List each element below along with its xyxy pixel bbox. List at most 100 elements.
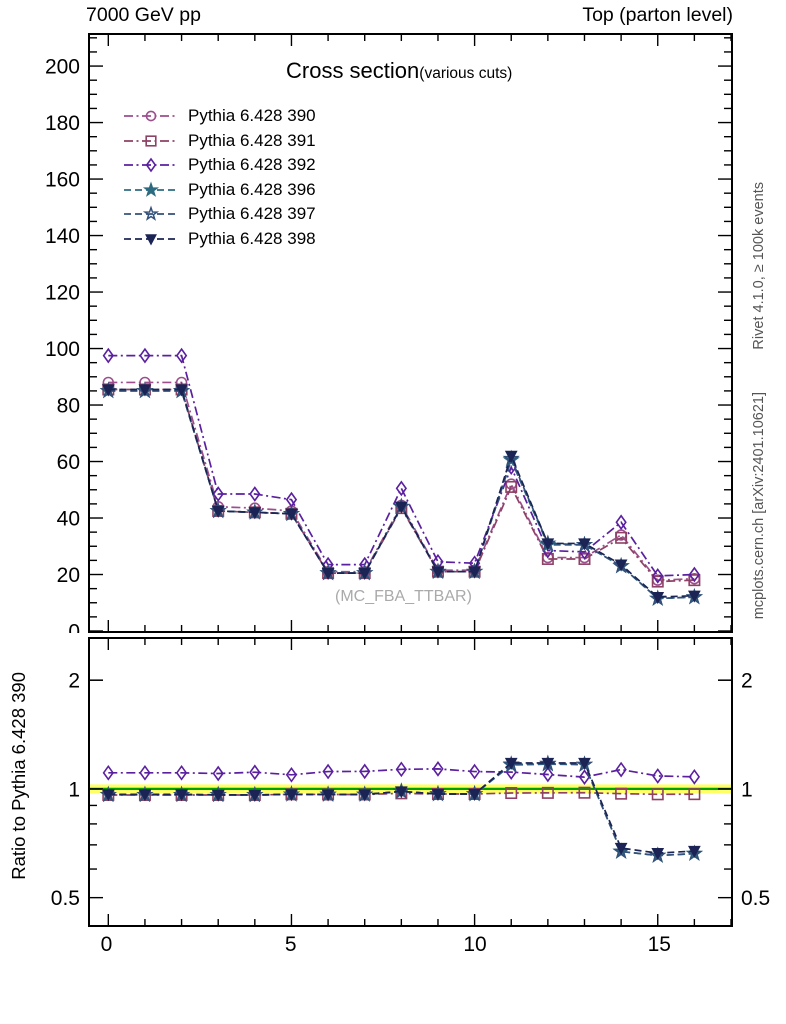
- y-tick-label: 200: [45, 56, 80, 79]
- data-marker: [145, 110, 157, 122]
- data-marker: [394, 786, 408, 799]
- data-marker: [505, 787, 518, 800]
- legend-item-pythia-6-428-391[interactable]: Pythia 6.428 391: [122, 129, 316, 154]
- data-marker: [688, 590, 701, 603]
- beam-energy-label: 7000 GeV pp: [86, 4, 201, 26]
- legend-item-pythia-6-428-396[interactable]: Pythia 6.428 396: [122, 178, 316, 203]
- legend-item-pythia-6-428-397[interactable]: Pythia 6.428 397: [122, 202, 316, 227]
- data-marker: [249, 764, 261, 781]
- data-marker: [688, 566, 701, 583]
- data-marker: [358, 789, 372, 802]
- data-marker: [688, 788, 701, 801]
- data-marker: [395, 761, 408, 778]
- ratio-plot-canvas: [90, 639, 731, 925]
- y-tick-label: 180: [45, 112, 80, 135]
- series-pythia-6-428-398: [101, 384, 701, 605]
- data-marker: [285, 789, 298, 802]
- main-axis-ticks: [90, 35, 731, 631]
- ratio-y-tick-label: 0.5: [51, 887, 80, 910]
- main-plot-canvas: [90, 35, 731, 631]
- data-marker: [359, 763, 371, 780]
- data-marker: [541, 552, 554, 565]
- data-marker: [138, 384, 152, 397]
- data-marker: [615, 514, 627, 531]
- y-tick-label: 80: [57, 395, 80, 418]
- data-marker: [321, 789, 335, 802]
- y-tick-label: 100: [45, 338, 80, 361]
- y-tick-label: 120: [45, 282, 80, 305]
- x-tick-label: 0: [101, 933, 113, 956]
- legend-item-label: Pythia 6.428 398: [188, 228, 316, 248]
- x-axis-labels: 0 5 10 15: [101, 933, 671, 956]
- data-marker: [688, 845, 701, 858]
- data-marker: [212, 765, 224, 782]
- legend-marker-key: [124, 157, 178, 173]
- x-tick-label: 15: [648, 933, 671, 956]
- legend-marker-key: [124, 181, 178, 197]
- data-marker: [175, 764, 188, 781]
- data-marker: [615, 531, 628, 544]
- y-tick-label: 60: [57, 451, 80, 474]
- ratio-y-axis-labels-left: 0.5 1 2: [51, 670, 80, 910]
- data-marker: [651, 591, 665, 605]
- data-marker: [358, 567, 372, 581]
- data-marker: [175, 384, 188, 397]
- ratio-series-pythia-6-428-397: [99, 754, 703, 863]
- main-y-axis-labels: 0 20 40 60 80 100 120 140 160 180 200: [45, 56, 80, 634]
- legend-item-pythia-6-428-392[interactable]: Pythia 6.428 392: [122, 153, 316, 178]
- analysis-label: Top (parton level): [582, 4, 733, 26]
- y-tick-label: 20: [57, 564, 80, 587]
- data-marker: [139, 764, 151, 781]
- data-marker: [145, 135, 157, 147]
- legend-marker-key: [124, 205, 178, 222]
- data-marker: [504, 450, 518, 463]
- data-marker: [432, 761, 444, 777]
- data-marker: [504, 757, 518, 770]
- ratio-y-axis-labels-right: 0.5 1 2: [741, 670, 770, 910]
- data-marker: [394, 501, 408, 514]
- ratio-y-tick-label-right: 2: [741, 670, 753, 693]
- data-marker: [468, 566, 481, 579]
- data-marker: [505, 480, 518, 493]
- data-marker: [102, 347, 114, 364]
- data-marker: [431, 788, 445, 801]
- legend-marker-key: [124, 110, 178, 122]
- ratio-y-tick-label-right: 1: [741, 778, 753, 801]
- ratio-y-tick-label: 1: [68, 778, 80, 801]
- data-marker: [578, 538, 591, 551]
- main-plot-panel: [88, 33, 733, 633]
- data-marker: [142, 205, 160, 222]
- data-marker: [138, 789, 152, 802]
- y-tick-label: 40: [57, 508, 80, 531]
- data-marker: [285, 508, 298, 521]
- data-marker: [614, 559, 628, 572]
- data-marker: [615, 787, 628, 800]
- data-marker: [651, 788, 664, 801]
- data-marker: [578, 552, 591, 565]
- data-marker: [101, 789, 115, 802]
- ratio-y-tick-label-right: 0.5: [741, 887, 770, 910]
- data-marker: [145, 157, 157, 173]
- x-tick-label: 5: [285, 933, 297, 956]
- legend-marker-key: [124, 233, 178, 246]
- data-marker: [541, 786, 554, 799]
- legend-item-label: Pythia 6.428 397: [188, 204, 316, 224]
- rivet-version-caption: Rivet 4.1.0, ≥ 100k events: [751, 182, 767, 350]
- data-marker: [249, 486, 261, 502]
- data-marker: [142, 181, 160, 197]
- y-tick-label: 140: [45, 225, 80, 248]
- mcplots-source-caption: mcplots.cern.ch [arXiv:2401.10621]: [751, 392, 767, 620]
- plot-title-main: Cross section: [286, 58, 420, 83]
- legend-item-pythia-6-428-398[interactable]: Pythia 6.428 398: [122, 227, 316, 252]
- series-pythia-6-428-391: [102, 383, 701, 588]
- data-marker: [431, 566, 445, 579]
- y-tick-label: 0: [68, 621, 80, 634]
- legend-item-label: Pythia 6.428 396: [188, 179, 316, 199]
- ratio-y-tick-label: 2: [68, 670, 80, 693]
- ratio-plot-panel: [88, 637, 733, 927]
- data-marker: [248, 507, 262, 520]
- legend-item-pythia-6-428-390[interactable]: Pythia 6.428 390: [122, 104, 316, 129]
- data-marker: [211, 789, 225, 802]
- data-marker: [211, 505, 225, 518]
- series-pythia-6-428-392: [102, 347, 701, 584]
